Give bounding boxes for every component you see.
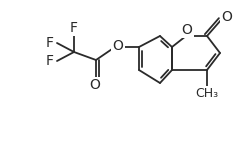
Text: O: O xyxy=(221,10,232,24)
Text: O: O xyxy=(89,78,100,92)
Text: O: O xyxy=(112,39,123,53)
Text: O: O xyxy=(181,23,192,37)
Text: F: F xyxy=(46,54,54,68)
Text: CH₃: CH₃ xyxy=(195,88,218,101)
Text: F: F xyxy=(46,36,54,50)
Text: F: F xyxy=(70,21,78,35)
